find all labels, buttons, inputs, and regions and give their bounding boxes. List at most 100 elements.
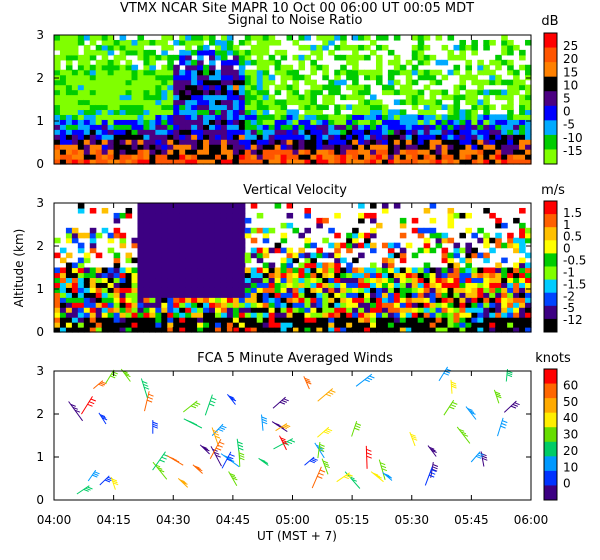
heatmap-cell bbox=[381, 154, 389, 160]
wind-barb-feather bbox=[72, 406, 78, 410]
heatmap-cell bbox=[489, 124, 496, 130]
heatmap-cell bbox=[256, 129, 264, 135]
heatmap-cell bbox=[238, 267, 246, 274]
heatmap-cell bbox=[298, 302, 306, 308]
heatmap-cell bbox=[167, 282, 174, 288]
heatmap-cell bbox=[340, 69, 347, 76]
heatmap-cell bbox=[286, 327, 294, 333]
heatmap-cell bbox=[131, 114, 139, 120]
heatmap-cell bbox=[495, 64, 502, 71]
heatmap-cell bbox=[519, 302, 526, 308]
heatmap-cell bbox=[232, 267, 240, 274]
heatmap-cell bbox=[375, 149, 383, 155]
heatmap-cell bbox=[89, 134, 97, 140]
heatmap-cell bbox=[155, 302, 162, 308]
heatmap-cell bbox=[316, 327, 323, 333]
heatmap-cell bbox=[167, 159, 174, 165]
heatmap-cell bbox=[244, 287, 252, 293]
heatmap-cell bbox=[191, 39, 198, 46]
heatmap-cell bbox=[393, 267, 401, 274]
heatmap-cell bbox=[292, 297, 300, 303]
heatmap-cell bbox=[298, 74, 306, 81]
heatmap-cell bbox=[95, 104, 103, 111]
heatmap-cell bbox=[286, 139, 294, 145]
heatmap-cell bbox=[346, 69, 353, 76]
heatmap-cell bbox=[328, 287, 335, 293]
heatmap-cell bbox=[256, 282, 264, 288]
heatmap-cell bbox=[65, 134, 73, 140]
heatmap-cell bbox=[226, 134, 234, 140]
heatmap-cell bbox=[167, 54, 174, 61]
heatmap-cell bbox=[489, 69, 496, 76]
heatmap-cell bbox=[519, 129, 526, 135]
heatmap-cell bbox=[316, 312, 323, 318]
heatmap-cell bbox=[489, 134, 496, 140]
heatmap-cell bbox=[483, 312, 490, 318]
heatmap-cell bbox=[185, 207, 192, 214]
heatmap-cell bbox=[381, 317, 389, 323]
heatmap-cell bbox=[232, 49, 240, 56]
heatmap-cell bbox=[107, 44, 115, 51]
heatmap-cell bbox=[495, 232, 502, 239]
heatmap-cell bbox=[167, 247, 174, 254]
heatmap-cell bbox=[453, 104, 461, 111]
wind-barb-feather bbox=[146, 399, 153, 403]
heatmap-cell bbox=[59, 79, 67, 86]
heatmap-cell bbox=[393, 109, 401, 115]
heatmap-cell bbox=[197, 35, 204, 41]
heatmap-cell bbox=[161, 307, 168, 313]
heatmap-cell bbox=[149, 307, 156, 313]
heatmap-cell bbox=[209, 272, 216, 279]
heatmap-cell bbox=[411, 292, 419, 298]
heatmap-cell bbox=[250, 99, 258, 106]
heatmap-cell bbox=[83, 154, 91, 160]
heatmap-cell bbox=[375, 272, 383, 279]
heatmap-cell bbox=[113, 109, 121, 115]
heatmap-cell bbox=[352, 312, 359, 318]
heatmap-cell bbox=[101, 154, 109, 160]
heatmap-cell bbox=[507, 292, 514, 298]
wind-barb-feather bbox=[323, 462, 330, 466]
heatmap-cell bbox=[167, 129, 174, 135]
heatmap-cell bbox=[322, 237, 329, 244]
heatmap-cell bbox=[173, 84, 180, 91]
heatmap-cell bbox=[256, 124, 264, 130]
heatmap-cell bbox=[65, 54, 73, 61]
heatmap-cell bbox=[262, 277, 270, 283]
heatmap-cell bbox=[393, 54, 401, 61]
wind-barb-feather bbox=[366, 455, 372, 459]
heatmap-cell bbox=[322, 139, 329, 145]
heatmap-cell bbox=[441, 327, 449, 333]
heatmap-cell bbox=[268, 272, 276, 279]
heatmap-cell bbox=[465, 119, 472, 125]
heatmap-cell bbox=[352, 119, 359, 125]
heatmap-cell bbox=[477, 307, 484, 313]
heatmap-cell bbox=[399, 64, 407, 71]
heatmap-cell bbox=[119, 272, 127, 279]
heatmap-cell bbox=[256, 104, 264, 111]
heatmap-cell bbox=[316, 159, 323, 165]
heatmap-cell bbox=[155, 149, 162, 155]
heatmap-cell bbox=[149, 222, 156, 229]
heatmap-cell bbox=[54, 237, 61, 244]
heatmap-cell bbox=[125, 59, 133, 66]
heatmap-cell bbox=[334, 212, 341, 219]
heatmap-cell bbox=[328, 159, 335, 165]
wind-barb-feather bbox=[215, 454, 221, 458]
heatmap-cell bbox=[143, 99, 150, 106]
heatmap-cell bbox=[131, 292, 139, 298]
heatmap-cell bbox=[214, 317, 222, 323]
heatmap-cell bbox=[286, 119, 294, 125]
wind-barb-feather bbox=[286, 441, 293, 445]
heatmap-cell bbox=[220, 307, 228, 313]
heatmap-cell bbox=[465, 317, 472, 323]
heatmap-cell bbox=[280, 119, 288, 125]
heatmap-cell bbox=[107, 139, 115, 145]
heatmap-cell bbox=[519, 54, 526, 61]
heatmap-cell bbox=[209, 124, 216, 130]
heatmap-cell bbox=[197, 312, 204, 318]
wind-barb-feather bbox=[468, 410, 475, 413]
heatmap-cell bbox=[179, 74, 186, 81]
heatmap-cell bbox=[226, 124, 234, 130]
heatmap-cell bbox=[268, 287, 276, 293]
